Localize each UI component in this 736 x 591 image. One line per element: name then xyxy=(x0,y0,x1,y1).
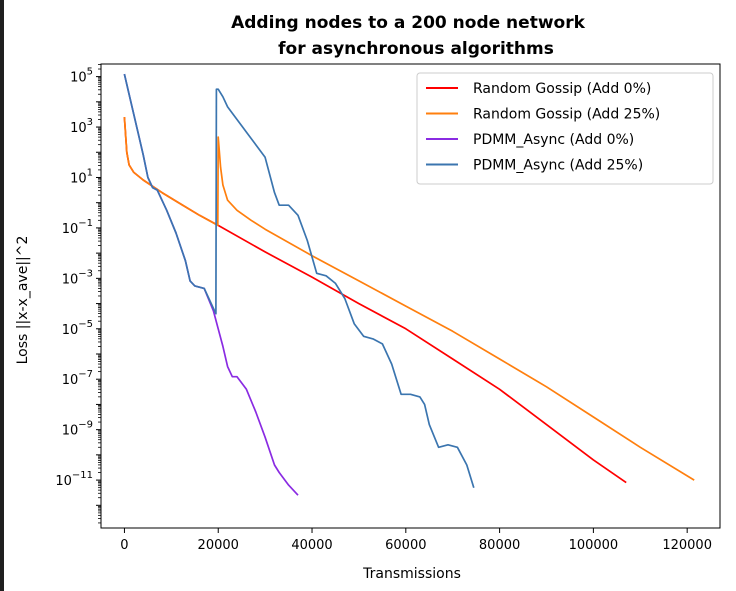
x-tick-label-0: 0 xyxy=(120,538,128,553)
y-axis-label: Loss ||x-x_ave||^2 xyxy=(15,236,31,365)
y-tick-label-0: 105 xyxy=(70,67,93,86)
legend-label-3: PDMM_Async (Add 25%) xyxy=(473,158,643,174)
x-tick-label-3: 60000 xyxy=(385,538,426,553)
chart-title-line-1: Adding nodes to a 200 node network xyxy=(231,13,585,33)
plot-area: 0 20000 40000 60000 80000 100000 120000 105 103 1… xyxy=(55,63,721,553)
series-group xyxy=(123,73,695,496)
series-line-1 xyxy=(123,116,695,481)
legend: Random Gossip (Add 0%) Random Gossip (Add… xyxy=(416,72,714,185)
series-line-3 xyxy=(123,73,475,488)
y-tick-label-7: 10−9 xyxy=(62,420,93,439)
x-tick-label-5: 100000 xyxy=(569,538,619,553)
y-tick-label-8: 10−11 xyxy=(55,470,93,489)
x-axis-label: Transmissions xyxy=(362,566,461,582)
x-tick-label-6: 120000 xyxy=(662,538,712,553)
y-tick-label-1: 103 xyxy=(70,117,93,136)
series-line-2 xyxy=(123,73,299,496)
window-edge xyxy=(0,0,4,591)
legend-label-2: PDMM_Async (Add 0%) xyxy=(473,132,634,148)
y-tick-label-3: 10−1 xyxy=(62,218,93,237)
y-tick-label-5: 10−5 xyxy=(62,319,93,338)
x-tick-label-2: 40000 xyxy=(291,538,332,553)
y-tick-label-2: 101 xyxy=(70,167,93,186)
y-tick-label-4: 10−3 xyxy=(62,268,93,287)
x-tick-label-4: 80000 xyxy=(479,538,520,553)
legend-label-0: Random Gossip (Add 0%) xyxy=(473,81,651,97)
y-tick-label-6: 10−7 xyxy=(62,369,93,388)
legend-box xyxy=(416,72,714,185)
chart-title-line-2: for asynchronous algorithms xyxy=(278,39,554,59)
x-tick-label-1: 20000 xyxy=(198,538,239,553)
legend-label-1: Random Gossip (Add 25%) xyxy=(473,107,660,123)
